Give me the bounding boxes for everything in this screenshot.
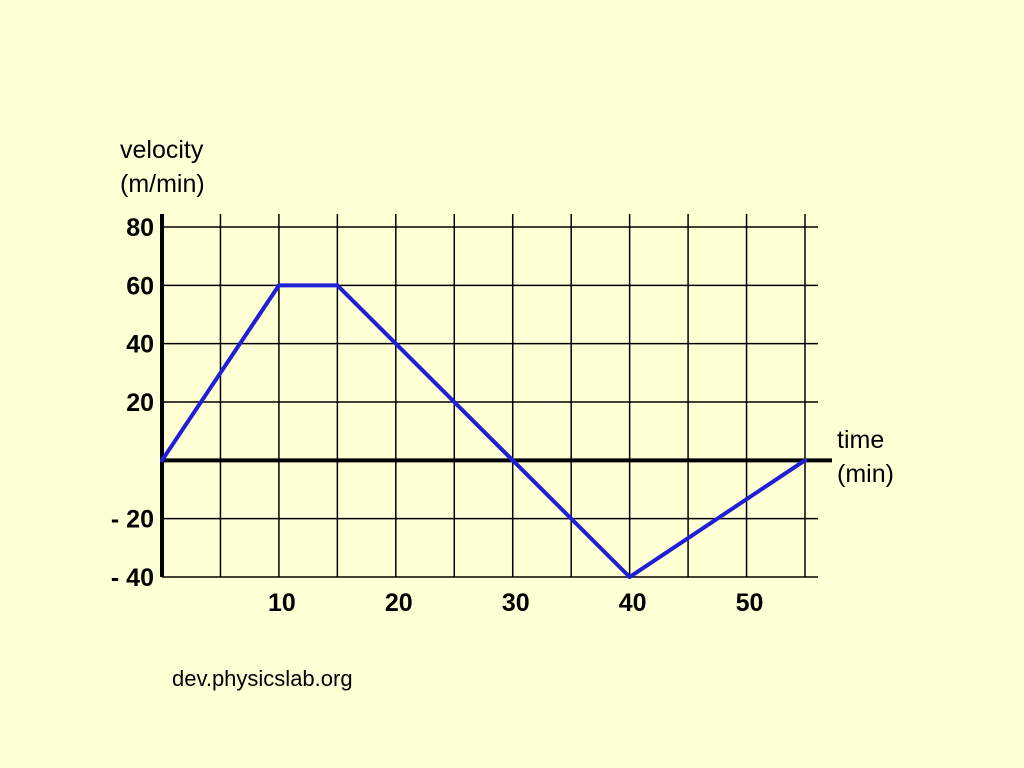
- x-axis-title-line-1: time: [837, 426, 884, 454]
- series-point-0: [160, 458, 164, 463]
- x-tick-label: 20: [385, 589, 413, 617]
- series-point-15: [335, 283, 340, 288]
- x-tick-label: 40: [619, 589, 647, 617]
- chart-series: [160, 283, 807, 579]
- y-axis-title-line-1: velocity: [120, 136, 204, 164]
- velocity-series-line-0: [160, 283, 807, 579]
- series-point-10: [276, 283, 281, 288]
- y-tick-label: 60: [126, 272, 154, 300]
- source-caption: dev.physicslab.org: [172, 666, 353, 691]
- chart-tick-labels: 80 60 40 20 - 20 - 40 10 20 30 40 50: [111, 214, 764, 617]
- x-axis-title-line-2: (min): [837, 460, 894, 488]
- chart-grid: [162, 214, 818, 578]
- y-tick-label: 20: [126, 389, 154, 417]
- series-point-55: [803, 458, 807, 463]
- y-tick-label: 80: [126, 214, 154, 242]
- chart-axis-titles: velocity (m/min) time (min): [120, 136, 894, 488]
- y-tick-label: 40: [126, 331, 154, 359]
- y-tick-label: - 20: [111, 506, 154, 534]
- series-point-30: [510, 458, 515, 463]
- series-point-40: [627, 575, 632, 579]
- chart-axes: [160, 214, 832, 577]
- x-tick-label: 50: [736, 589, 764, 617]
- x-tick-label: 30: [502, 589, 530, 617]
- y-axis-title-line-2: (m/min): [120, 170, 205, 198]
- x-tick-label: 10: [268, 589, 296, 617]
- y-tick-label: - 40: [111, 564, 154, 592]
